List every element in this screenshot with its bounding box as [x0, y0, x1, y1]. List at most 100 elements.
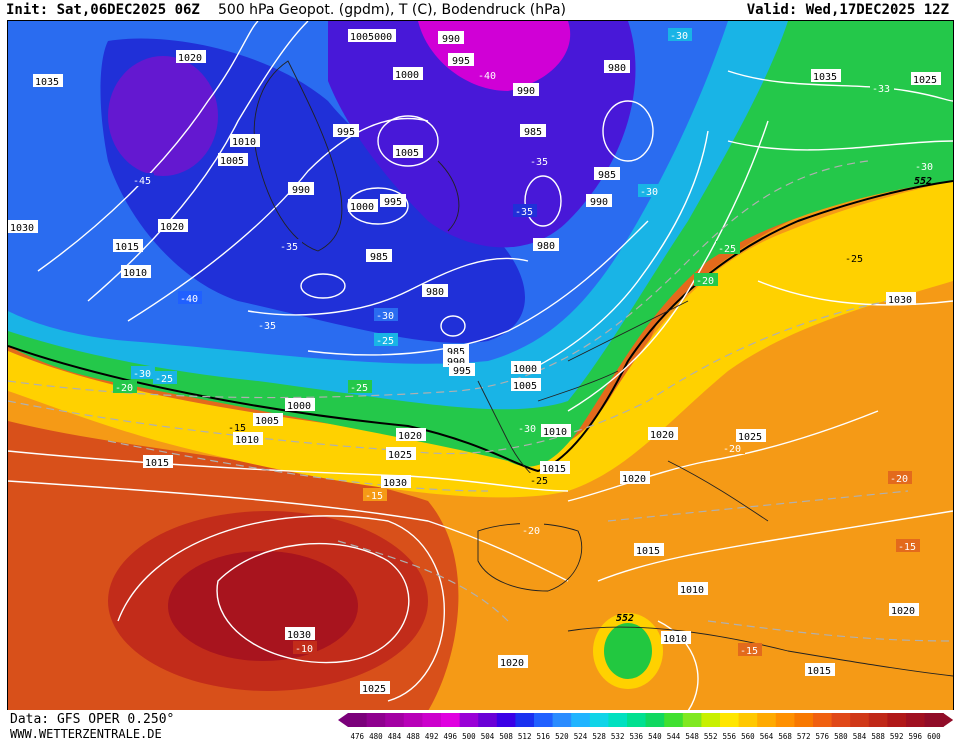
svg-text:985: 985	[447, 347, 465, 358]
svg-text:1020: 1020	[622, 474, 646, 485]
data-source: Data: GFS OPER 0.250°	[10, 712, 175, 727]
temp-label: -30	[670, 31, 688, 42]
west-low	[108, 56, 218, 176]
colorbar-swatch	[627, 713, 647, 727]
svg-text:985: 985	[598, 170, 616, 181]
colorbar-swatch	[608, 713, 628, 727]
temp-label: -35	[258, 321, 276, 332]
geopot-552-labels: 552 552	[616, 176, 932, 624]
isobars	[8, 21, 953, 711]
isohypse-label: 552	[914, 176, 932, 187]
temp-label: -40	[478, 71, 496, 82]
colorbar-tick-label: 588	[871, 732, 885, 741]
svg-text:1020: 1020	[178, 53, 202, 64]
svg-text:1005: 1005	[220, 156, 244, 167]
temp-label: -40	[180, 294, 198, 305]
temp-label: -20	[522, 526, 540, 537]
colorbar-tick-label: 592	[889, 732, 904, 741]
svg-text:1000: 1000	[513, 364, 537, 375]
temp-label: -45	[133, 176, 151, 187]
colorbar-swatch	[701, 713, 721, 727]
colorbar-tick-label: 548	[685, 732, 699, 741]
svg-text:995: 995	[384, 197, 402, 208]
colorbar-tick-label: 504	[480, 732, 495, 741]
colorbar-tick-label: 564	[759, 732, 774, 741]
svg-text:1010: 1010	[235, 435, 259, 446]
temp-label: -30	[518, 424, 536, 435]
colorbar-swatch	[403, 713, 423, 727]
website-link[interactable]: WWW.WETTERZENTRALE.DE	[10, 727, 162, 741]
svg-text:1030: 1030	[383, 478, 407, 489]
valid-time: Valid: Wed,17DEC2025 12Z	[746, 2, 949, 18]
svg-text:1005: 1005	[255, 416, 279, 427]
colorbar-tick-label: 492	[424, 732, 439, 741]
svg-text:1015: 1015	[115, 242, 139, 253]
colorbar-tick-label: 540	[648, 732, 662, 741]
colorbar-swatch	[720, 713, 740, 727]
temp-label: -25	[376, 336, 394, 347]
footer: Data: GFS OPER 0.250° WWW.WETTERZENTRALE…	[0, 710, 959, 741]
colorbar-swatch	[534, 713, 554, 727]
svg-text:995: 995	[453, 366, 471, 377]
svg-text:985: 985	[524, 127, 542, 138]
temp-label: -30	[376, 311, 394, 322]
svg-text:1010: 1010	[543, 427, 567, 438]
svg-text:990: 990	[590, 197, 608, 208]
colorbar-swatch	[757, 713, 777, 727]
colorbar-tick-label: 484	[387, 732, 402, 741]
colorbar-tick-label: 572	[796, 732, 811, 741]
temp-label: -30	[133, 369, 151, 380]
temp-label: -30	[915, 162, 933, 173]
colorbar-swatch	[459, 713, 479, 727]
colorbar-swatch	[515, 713, 535, 727]
temp-label: -35	[515, 207, 533, 218]
colorbar-svg	[338, 713, 954, 727]
colorbar-swatch	[813, 713, 833, 727]
colorbar-arrow-left	[338, 713, 348, 727]
pressure-labels: 1035 1020 1030 1015 1010 1020 1010 1005 …	[8, 29, 941, 695]
map-area[interactable]: -45 -40 -35 -35 -35 -35 -40 -30 -30 -30 …	[7, 20, 954, 712]
colorbar-tick-label: 520	[555, 732, 569, 741]
colorbar-swatch	[385, 713, 405, 727]
svg-text:1000: 1000	[395, 70, 419, 81]
colorbar-tick-label: 600	[927, 732, 941, 741]
colorbar-tick-label: 584	[852, 732, 867, 741]
cutoff-low-label: 552	[616, 613, 634, 624]
coastlines	[253, 60, 953, 677]
svg-text:1025: 1025	[388, 450, 412, 461]
svg-text:980: 980	[608, 63, 626, 74]
colorbar-swatch	[645, 713, 665, 727]
colorbar-swatch	[887, 713, 907, 727]
colorbar-tick-label: 528	[592, 732, 606, 741]
svg-text:1035: 1035	[35, 77, 59, 88]
colorbar-tick-label: 512	[517, 732, 532, 741]
svg-text:990: 990	[447, 357, 465, 368]
temp-label: -25	[845, 254, 863, 265]
colorbar-swatch	[738, 713, 758, 727]
colorbar-tick-label: 560	[741, 732, 755, 741]
colorbar-swatch	[422, 713, 442, 727]
temp-label: -20	[696, 276, 714, 287]
svg-text:1020: 1020	[650, 430, 674, 441]
colorbar-tick-label: 532	[610, 732, 625, 741]
colorbar-swatch	[589, 713, 609, 727]
svg-text:1015: 1015	[542, 464, 566, 475]
svg-text:1000: 1000	[350, 202, 374, 213]
svg-text:1020: 1020	[398, 431, 422, 442]
colorbar-tick-label: 516	[536, 732, 551, 741]
high-inner	[168, 551, 358, 661]
svg-text:1010: 1010	[123, 268, 147, 279]
temperature-labels: -45 -40 -35 -35 -35 -35 -40 -30 -30 -30 …	[113, 28, 937, 657]
cutoff-low	[604, 623, 652, 679]
colorbar-swatch	[348, 713, 368, 727]
svg-text:1025: 1025	[913, 75, 937, 86]
svg-text:990: 990	[292, 185, 310, 196]
svg-text:1000: 1000	[287, 401, 311, 412]
temp-label: -25	[350, 383, 368, 394]
colorbar-tick-label: 480	[369, 732, 383, 741]
colorbar-tick-label: 488	[406, 732, 420, 741]
colorbar-tick-label: 544	[666, 732, 681, 741]
svg-text:1015: 1015	[636, 546, 660, 557]
temp-label: -20	[115, 383, 133, 394]
colorbar-swatch	[552, 713, 572, 727]
